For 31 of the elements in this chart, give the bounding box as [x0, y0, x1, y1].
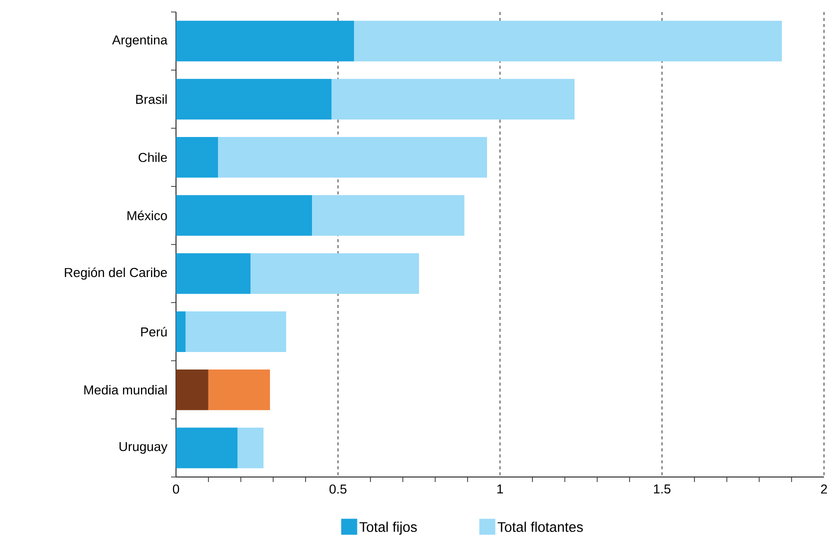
x-tick-label: 2 — [821, 484, 827, 494]
bar — [332, 78, 575, 120]
bar — [218, 136, 488, 178]
y-tick-label: México — [128, 210, 167, 220]
y-tick-label: Región del Caribe — [64, 267, 167, 280]
bar — [186, 311, 286, 352]
bar — [176, 20, 354, 62]
x-tick-label: 0 — [172, 484, 180, 494]
bar — [176, 428, 238, 468]
bar — [176, 195, 312, 236]
bar — [312, 195, 464, 236]
x-tick-label: 1.5 — [654, 484, 670, 494]
y-tick-label: Argentina — [112, 35, 168, 48]
y-tick-label: Uruguay — [120, 442, 168, 454]
bar — [354, 20, 782, 62]
bar — [176, 369, 208, 410]
bar — [208, 369, 270, 410]
y-tick-label: Perú — [141, 326, 167, 337]
legend-label: Total flotantes — [498, 522, 583, 532]
bar — [176, 253, 251, 294]
bar — [238, 428, 264, 468]
y-tick-label: Media mundial — [84, 385, 167, 395]
y-tick-label: Chile — [138, 152, 167, 162]
x-tick-label: 1 — [497, 484, 503, 494]
bar — [176, 78, 332, 120]
bar — [250, 253, 420, 294]
bar — [176, 136, 218, 178]
legend-label: Total fijos — [360, 522, 417, 535]
bar — [176, 311, 186, 352]
y-tick-label: Brasil — [136, 94, 167, 104]
x-tick-label: 0.5 — [330, 484, 346, 494]
